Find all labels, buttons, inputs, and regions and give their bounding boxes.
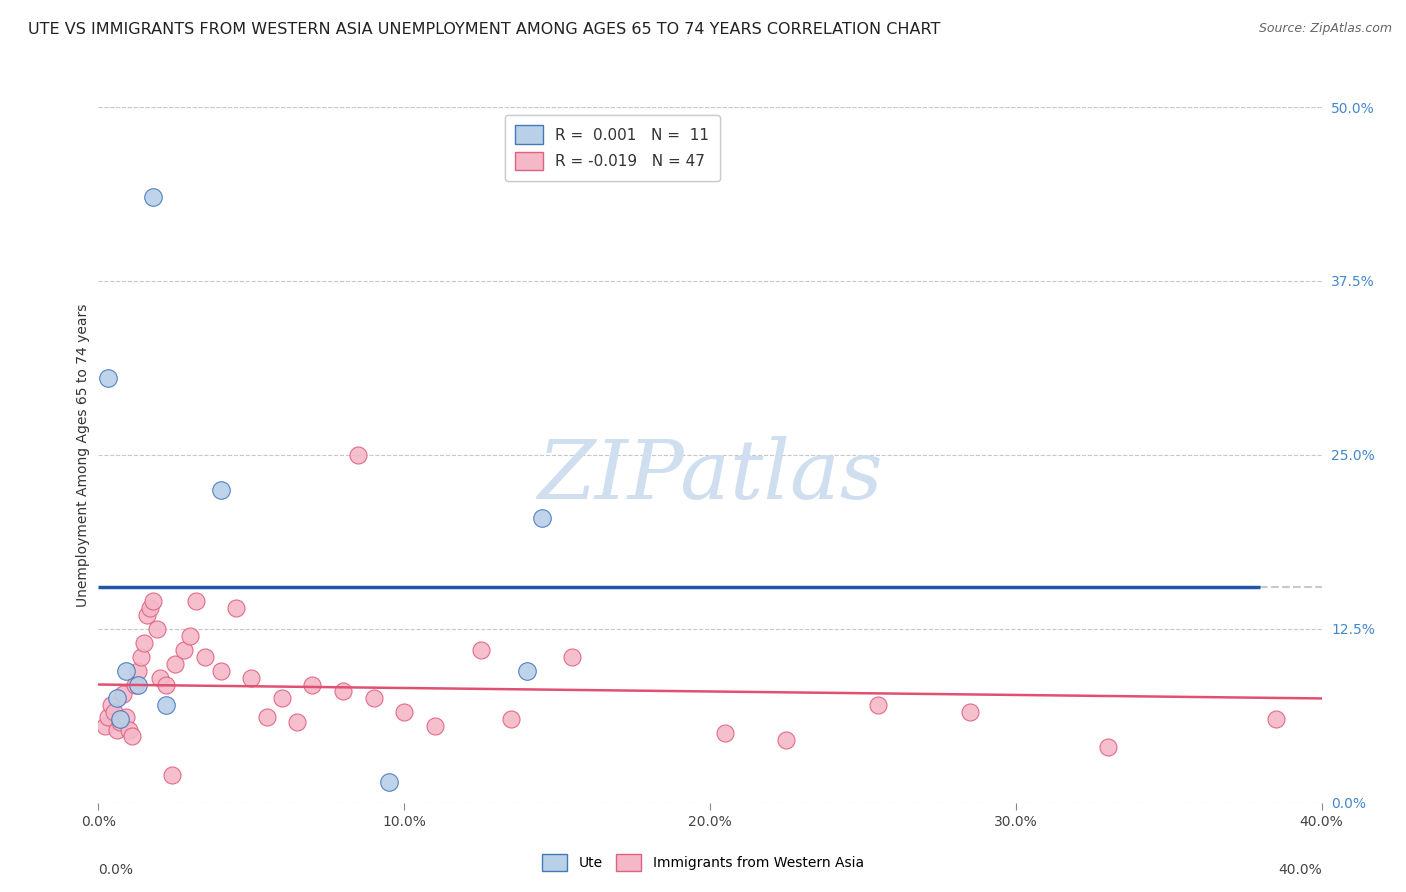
Text: 40.0%: 40.0% [1278, 863, 1322, 877]
Point [155, 698, 177, 713]
Point [501, 712, 523, 726]
Point [270, 691, 294, 706]
Point [285, 715, 308, 730]
Point [136, 607, 159, 622]
Point [97, 371, 120, 385]
Point [127, 664, 149, 678]
Point [108, 712, 131, 726]
Text: ZIPatlas: ZIPatlas [537, 436, 883, 516]
Point [111, 687, 134, 701]
Point [240, 671, 263, 685]
Point [347, 448, 370, 462]
Point [470, 642, 492, 657]
Point [163, 657, 186, 671]
Point [139, 601, 162, 615]
Point [103, 706, 125, 720]
Point [194, 649, 217, 664]
Text: UTE VS IMMIGRANTS FROM WESTERN ASIA UNEMPLOYMENT AMONG AGES 65 TO 74 YEARS CORRE: UTE VS IMMIGRANTS FROM WESTERN ASIA UNEM… [28, 22, 941, 37]
Point [186, 594, 208, 608]
Point [134, 636, 156, 650]
Point [142, 190, 165, 204]
Point [516, 664, 538, 678]
Point [121, 729, 143, 743]
Point [225, 601, 247, 615]
Point [115, 664, 138, 678]
Point [392, 706, 416, 720]
Point [868, 698, 890, 713]
Point [561, 649, 583, 664]
Point [1097, 740, 1119, 755]
Point [775, 733, 797, 747]
Point [149, 671, 172, 685]
Point [115, 709, 138, 723]
Point [118, 723, 141, 738]
Legend: Ute, Immigrants from Western Asia: Ute, Immigrants from Western Asia [537, 848, 869, 876]
Text: 0.0%: 0.0% [98, 863, 134, 877]
Point [127, 677, 149, 691]
Y-axis label: Unemployment Among Ages 65 to 74 years: Unemployment Among Ages 65 to 74 years [76, 303, 90, 607]
Point [108, 715, 131, 730]
Point [97, 709, 120, 723]
Legend: R =  0.001   N =  11, R = -0.019   N = 47: R = 0.001 N = 11, R = -0.019 N = 47 [505, 115, 720, 181]
Point [301, 677, 323, 691]
Point [100, 698, 122, 713]
Point [423, 719, 446, 733]
Point [378, 775, 401, 789]
Point [959, 706, 981, 720]
Point [142, 594, 165, 608]
Point [714, 726, 737, 740]
Point [155, 677, 177, 691]
Point [93, 719, 115, 733]
Point [105, 723, 128, 738]
Point [179, 629, 201, 643]
Point [160, 768, 183, 782]
Point [129, 649, 152, 664]
Point [173, 642, 195, 657]
Point [145, 622, 167, 636]
Point [124, 677, 146, 691]
Point [256, 709, 278, 723]
Point [105, 691, 128, 706]
Point [209, 483, 232, 497]
Point [209, 664, 232, 678]
Text: Source: ZipAtlas.com: Source: ZipAtlas.com [1258, 22, 1392, 36]
Point [332, 684, 354, 698]
Point [363, 691, 385, 706]
Point [1264, 712, 1286, 726]
Point [530, 510, 553, 524]
